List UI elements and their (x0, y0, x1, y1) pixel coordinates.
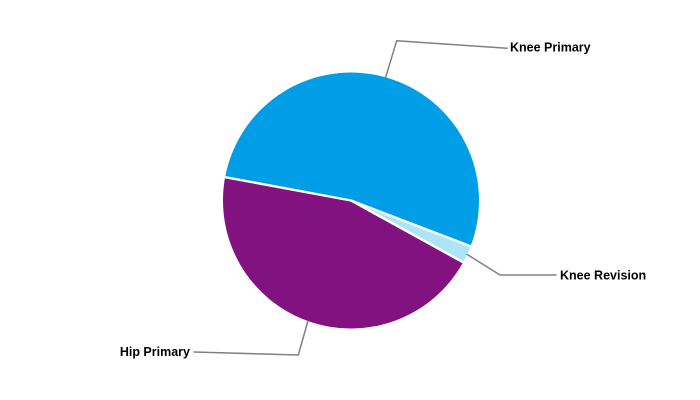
slice-separator (350, 199, 471, 248)
slice-label-hip-primary: Hip Primary (120, 345, 190, 359)
slice-label-knee-primary: Knee Primary (510, 41, 591, 55)
pie (222, 72, 479, 329)
pie-slice-hip-primary[interactable] (222, 177, 464, 329)
pie-slice-knee-primary[interactable] (225, 72, 479, 247)
slice-separator (224, 175, 352, 202)
leader-line-knee-revision (466, 253, 557, 276)
slice-label-knee-revision: Knee Revision (560, 269, 646, 283)
leader-line-knee-primary (384, 39, 508, 79)
slice-separator (350, 199, 464, 264)
leader-line-hip-primary (193, 320, 309, 356)
